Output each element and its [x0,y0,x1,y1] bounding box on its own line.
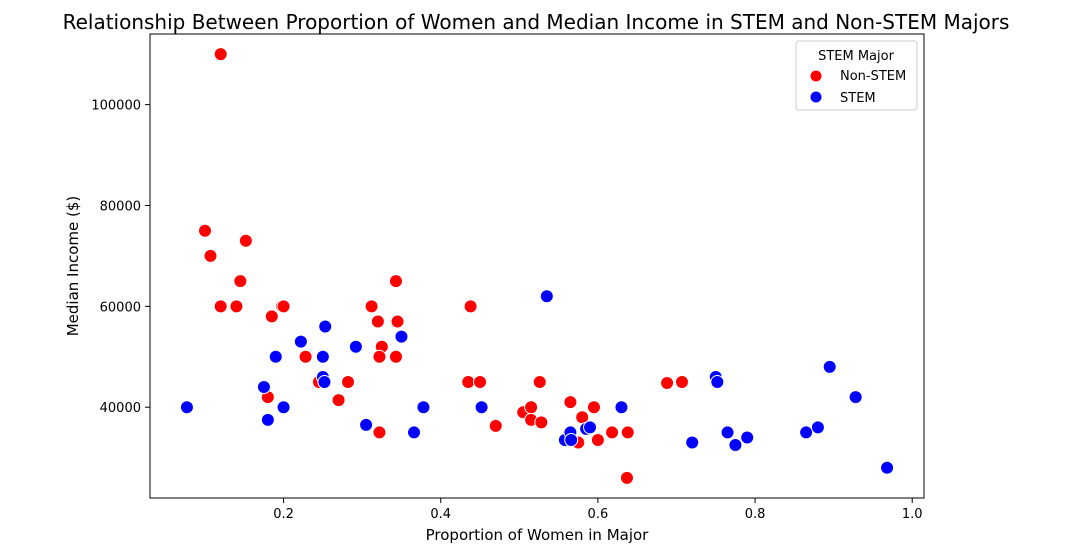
x-tick-label: 0.2 [273,507,294,522]
data-point-stem [710,375,725,389]
data-point-stem [268,349,283,364]
data-point-non-stem [674,375,689,389]
data-point-non-stem [488,418,503,433]
data-point-stem [256,380,271,395]
data-point-stem [317,375,332,389]
data-point-stem [359,417,374,432]
data-point-stem [740,430,755,445]
data-point-non-stem [524,400,539,415]
data-point-non-stem [238,233,253,248]
data-point-non-stem [605,425,620,440]
data-point-non-stem [364,299,379,314]
data-point-non-stem [532,375,547,389]
data-point-stem [315,349,330,364]
y-axis-ticks: 40000 60000 80000 100000 [91,99,150,416]
data-point-non-stem [619,470,634,485]
data-point-stem [474,400,489,415]
legend-title: STEM Major [818,49,895,64]
data-point-non-stem [276,299,291,314]
data-point-stem [685,435,700,450]
data-point-stem [848,390,863,405]
data-point-non-stem [229,299,244,314]
x-axis-label: Proportion of Women in Major [426,526,650,544]
y-tick-label: 40000 [100,401,141,416]
x-tick-label: 0.4 [430,507,451,522]
chart-title: Relationship Between Proportion of Women… [63,10,1010,34]
data-point-non-stem [461,375,476,389]
data-point-non-stem [372,425,387,440]
data-point-non-stem [233,274,248,289]
data-point-non-stem [388,274,403,289]
data-point-non-stem [660,376,675,391]
data-point-stem [394,329,409,344]
data-point-stem [416,400,431,415]
data-point-non-stem [388,349,403,364]
data-point-stem [583,420,598,435]
data-point-stem [564,433,579,447]
y-tick-label: 60000 [100,300,141,315]
data-point-stem [614,400,629,415]
data-point-non-stem [463,299,478,314]
x-tick-label: 1.0 [902,507,923,522]
data-points [179,47,895,485]
y-tick-label: 80000 [100,199,141,214]
legend-entry-stem: STEM [840,91,876,106]
data-point-stem [276,400,291,415]
data-point-non-stem [203,248,218,263]
data-point-non-stem [620,425,635,440]
x-tick-label: 0.6 [588,507,609,522]
data-point-stem [720,425,735,440]
data-point-non-stem [298,349,313,364]
data-point-stem [799,425,814,440]
data-point-stem [810,420,825,435]
data-point-stem [880,460,895,475]
data-point-stem [293,334,308,349]
data-point-non-stem [590,433,605,447]
data-point-non-stem [264,309,279,324]
x-tick-label: 0.8 [745,507,766,522]
data-point-non-stem [563,395,578,410]
data-point-stem [728,438,743,453]
data-point-non-stem [331,393,346,408]
data-point-non-stem [370,314,385,329]
data-point-stem [179,400,194,415]
data-point-non-stem [372,349,387,364]
data-point-non-stem [390,314,405,329]
data-point-stem [348,339,363,354]
data-point-stem [318,319,333,334]
legend-box [795,40,918,111]
data-point-stem [260,412,275,427]
data-point-non-stem [198,223,213,238]
y-axis-label: Median Income ($) [64,196,82,337]
x-axis-ticks: 0.2 0.4 0.6 0.8 1.0 [273,498,923,522]
data-point-stem [539,289,554,304]
plot-area [149,33,925,499]
data-point-non-stem [213,299,228,314]
legend-marker-stem [809,90,823,104]
data-point-non-stem [341,375,356,389]
legend: STEM Major Non-STEM STEM [795,40,918,111]
data-point-non-stem [473,375,488,389]
data-point-non-stem [213,47,228,62]
data-point-stem [407,425,422,440]
legend-marker-non-stem [809,69,823,83]
legend-entry-non-stem: Non-STEM [840,69,906,84]
data-point-stem [822,359,837,374]
data-point-non-stem [534,415,549,430]
y-tick-label: 100000 [91,99,141,114]
data-point-non-stem [586,400,601,415]
